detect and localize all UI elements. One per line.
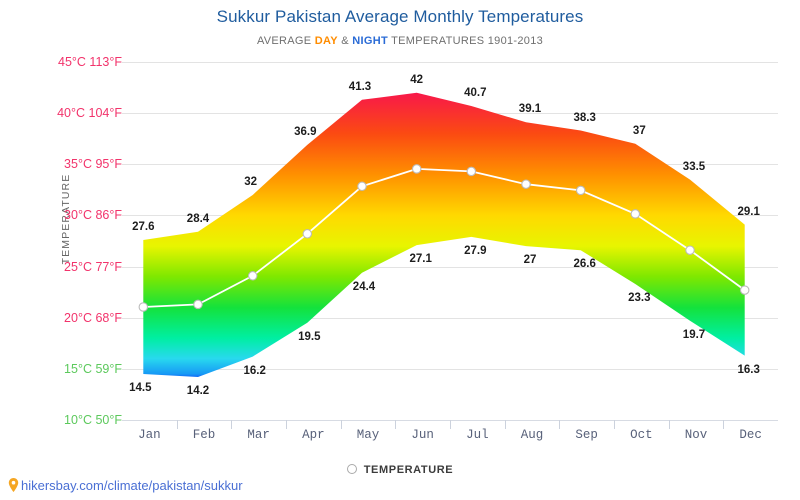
night-temp-label-may: 24.4 [352, 280, 376, 293]
data-point-marker[interactable] [302, 229, 313, 239]
x-tick-mark [614, 420, 615, 429]
x-tick-label-mar: Mar [247, 428, 270, 442]
x-tick-mark [231, 420, 233, 429]
day-temp-label-aug: 39.1 [518, 103, 542, 116]
data-point-marker[interactable] [357, 181, 367, 192]
x-tick-mark [668, 420, 670, 429]
day-temp-label-sep: 38.3 [573, 111, 596, 124]
y-tick-label: 35°C 95°F [64, 157, 122, 172]
temperature-range-band [143, 92, 745, 377]
day-temp-label-feb: 28.4 [186, 212, 210, 225]
night-temp-label-nov: 19.7 [682, 328, 706, 341]
subtitle-prefix: AVERAGE [256, 35, 315, 47]
x-tick-mark [450, 420, 451, 429]
night-temp-label-sep: 26.6 [573, 258, 596, 271]
data-point-marker[interactable] [739, 285, 750, 295]
gridline [122, 164, 778, 165]
night-temp-label-jan: 14.5 [129, 381, 152, 394]
x-tick-label-apr: Apr [302, 428, 325, 442]
night-temp-label-oct: 23.3 [628, 291, 651, 304]
gridline [122, 318, 778, 319]
x-tick-label-feb: Feb [192, 428, 216, 442]
x-tick-label-oct: Oct [630, 428, 653, 442]
subtitle-day-word: DAY [314, 35, 338, 47]
y-axis-ticks: 45°C 113°F 40°C 104°F 35°C 95°F 30°C 86°F 25… [0, 0, 122, 500]
x-tick-label-jul: Jul [466, 428, 489, 442]
x-tick-mark [286, 420, 287, 429]
subtitle-night-word: NIGHT [352, 35, 388, 47]
day-temp-label-may: 41.3 [348, 80, 372, 93]
gridline [122, 62, 778, 63]
map-pin-icon [8, 478, 19, 492]
x-tick-mark [395, 420, 397, 429]
night-temp-label-dec: 16.3 [737, 363, 760, 376]
x-tick-mark [340, 420, 342, 429]
night-temp-label-jun: 27.1 [409, 253, 432, 266]
data-point-marker[interactable] [521, 179, 531, 189]
data-point-marker[interactable] [411, 164, 422, 174]
night-temp-label-apr: 19.5 [298, 330, 321, 343]
y-tick-label: 15°C 59°F [64, 361, 122, 376]
legend-label: TEMPERATURE [363, 464, 454, 476]
night-temp-label-mar: 16.2 [243, 364, 266, 377]
x-tick-label-aug: Aug [520, 428, 544, 442]
circle-outline-icon [346, 464, 357, 475]
chart-subtitle: AVERAGE DAY & NIGHT TEMPERATURES 1901-20… [0, 35, 800, 47]
day-temp-label-jul: 40.7 [464, 86, 487, 99]
data-point-marker[interactable] [247, 271, 258, 281]
x-tick-mark [723, 420, 725, 429]
data-point-marker[interactable] [193, 299, 203, 310]
x-tick-mark [176, 420, 178, 429]
day-temp-label-apr: 36.9 [294, 125, 317, 138]
y-tick-label: 10°C 50°F [64, 413, 122, 427]
chart-legend: TEMPERATURE [0, 464, 800, 476]
gridline [122, 215, 778, 216]
day-temp-label-oct: 37 [632, 124, 646, 137]
y-tick-label: 40°C 104°F [57, 106, 122, 121]
y-tick-label: 25°C 77°F [64, 259, 122, 274]
x-tick-label-nov: Nov [684, 428, 708, 442]
source-watermark[interactable]: hikersbay.com/climate/pakistan/sukkur [8, 478, 243, 493]
day-temp-label-jun: 42 [410, 73, 424, 86]
data-point-marker[interactable] [685, 245, 695, 255]
day-temp-label-dec: 29.1 [737, 205, 760, 218]
data-point-marker[interactable] [138, 302, 149, 312]
x-tick-label-dec: Dec [739, 428, 762, 442]
y-tick-label: 45°C 113°F [58, 55, 122, 69]
data-point-marker[interactable] [630, 209, 641, 219]
night-temp-label-aug: 27 [523, 254, 537, 267]
day-temp-label-mar: 32 [244, 175, 258, 188]
x-tick-mark [559, 420, 561, 429]
gridline [122, 113, 778, 114]
x-tick-label-jun: Jun [411, 428, 434, 442]
page-title: Sukkur Pakistan Average Monthly Temperat… [216, 7, 584, 26]
data-point-marker[interactable] [575, 185, 586, 196]
x-tick-label-sep: Sep [575, 428, 598, 442]
gridline [122, 369, 778, 370]
night-temp-label-feb: 14.2 [186, 385, 210, 398]
night-temp-label-jul: 27.9 [464, 244, 487, 257]
data-point-marker[interactable] [466, 166, 477, 177]
x-tick-label-jan: Jan [138, 428, 161, 442]
x-tick-mark [504, 420, 506, 429]
y-tick-label: 30°C 86°F [64, 208, 122, 223]
average-temperature-line [143, 167, 746, 308]
y-tick-label: 20°C 68°F [64, 310, 122, 325]
subtitle-amp: & [337, 35, 353, 47]
day-temp-label-nov: 33.5 [682, 160, 706, 173]
subtitle-suffix: TEMPERATURES 1901-2013 [387, 35, 544, 47]
x-tick-label-may: May [356, 428, 380, 442]
source-url-text: hikersbay.com/climate/pakistan/sukkur [21, 478, 243, 493]
gridline [122, 267, 778, 268]
day-temp-label-jan: 27.6 [132, 220, 155, 233]
